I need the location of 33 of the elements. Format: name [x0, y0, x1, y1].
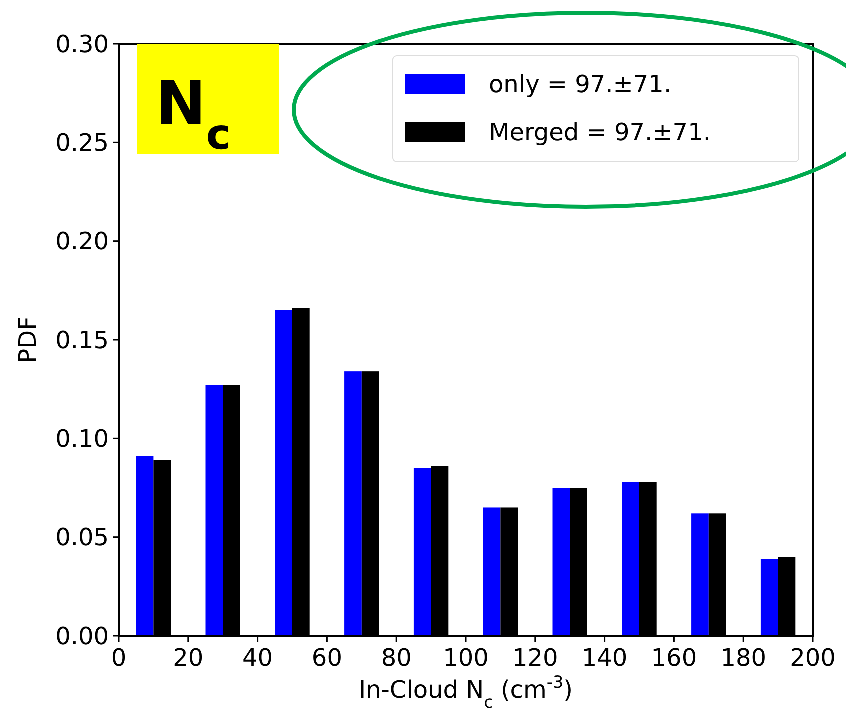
bar — [760, 559, 778, 636]
y-tick-label: 0.10 — [56, 425, 109, 454]
y-tick-label: 0.25 — [56, 129, 109, 158]
y-tick-label: 0.05 — [56, 524, 109, 552]
y-tick-label: 0.20 — [56, 228, 109, 256]
x-tick-label: 160 — [651, 644, 698, 672]
x-tick-label: 20 — [173, 644, 204, 672]
x-tick-label: 180 — [720, 644, 767, 672]
legend-label: Merged = 97.±71. — [489, 118, 711, 146]
legend-label: only = 97.±71. — [489, 70, 672, 98]
y-axis-title: PDF — [14, 316, 42, 364]
bar — [344, 372, 362, 636]
bar — [622, 482, 640, 636]
bar — [206, 385, 224, 636]
x-tick-label: 100 — [443, 644, 489, 672]
bar — [414, 468, 432, 636]
x-tick-label: 120 — [512, 644, 558, 672]
x-tick-label: 0 — [111, 644, 127, 672]
x-tick-label: 40 — [242, 644, 274, 672]
bar — [483, 508, 501, 636]
bar — [275, 310, 292, 636]
x-tick-label: 200 — [790, 644, 836, 672]
y-tick-label: 0.15 — [56, 326, 109, 354]
bar — [552, 488, 570, 636]
x-tick-label: 80 — [381, 644, 412, 672]
annotation: N$_{c}$ — [156, 69, 232, 158]
y-tick-label: 0.30 — [56, 30, 109, 58]
bar — [692, 514, 709, 636]
bar — [136, 456, 154, 636]
x-tick-label: 140 — [582, 644, 628, 672]
x-axis-title: In-Cloud N$_{c}$ (cm$^{-3}$) — [358, 672, 574, 712]
x-tick-label: 60 — [312, 644, 342, 672]
y-tick-label: 0.00 — [56, 622, 109, 650]
